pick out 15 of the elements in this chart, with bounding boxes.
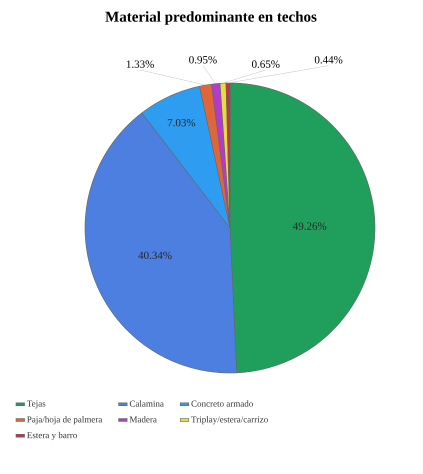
data-label: 0.95% — [189, 56, 217, 64]
legend-label: Paja/hoja de palmera — [27, 416, 102, 424]
chart-title: Material predominante en techos — [105, 11, 317, 25]
legend-label: Triplay/estera/carrizo — [191, 416, 268, 424]
data-label: 0.65% — [252, 60, 280, 68]
data-label: 40.34% — [138, 252, 172, 260]
legend-label: Tejas — [26, 400, 46, 408]
data-label: 0.44% — [314, 56, 342, 64]
data-label: 49.26% — [292, 222, 326, 230]
legend-label: Concreto armado — [191, 400, 253, 407]
legend-label: Estera y barro — [27, 432, 77, 440]
legend-label: Madera — [130, 416, 157, 422]
data-label: 1.33% — [126, 60, 154, 68]
data-label: 7.03% — [168, 118, 196, 126]
legend-label: Calamina — [130, 400, 164, 407]
